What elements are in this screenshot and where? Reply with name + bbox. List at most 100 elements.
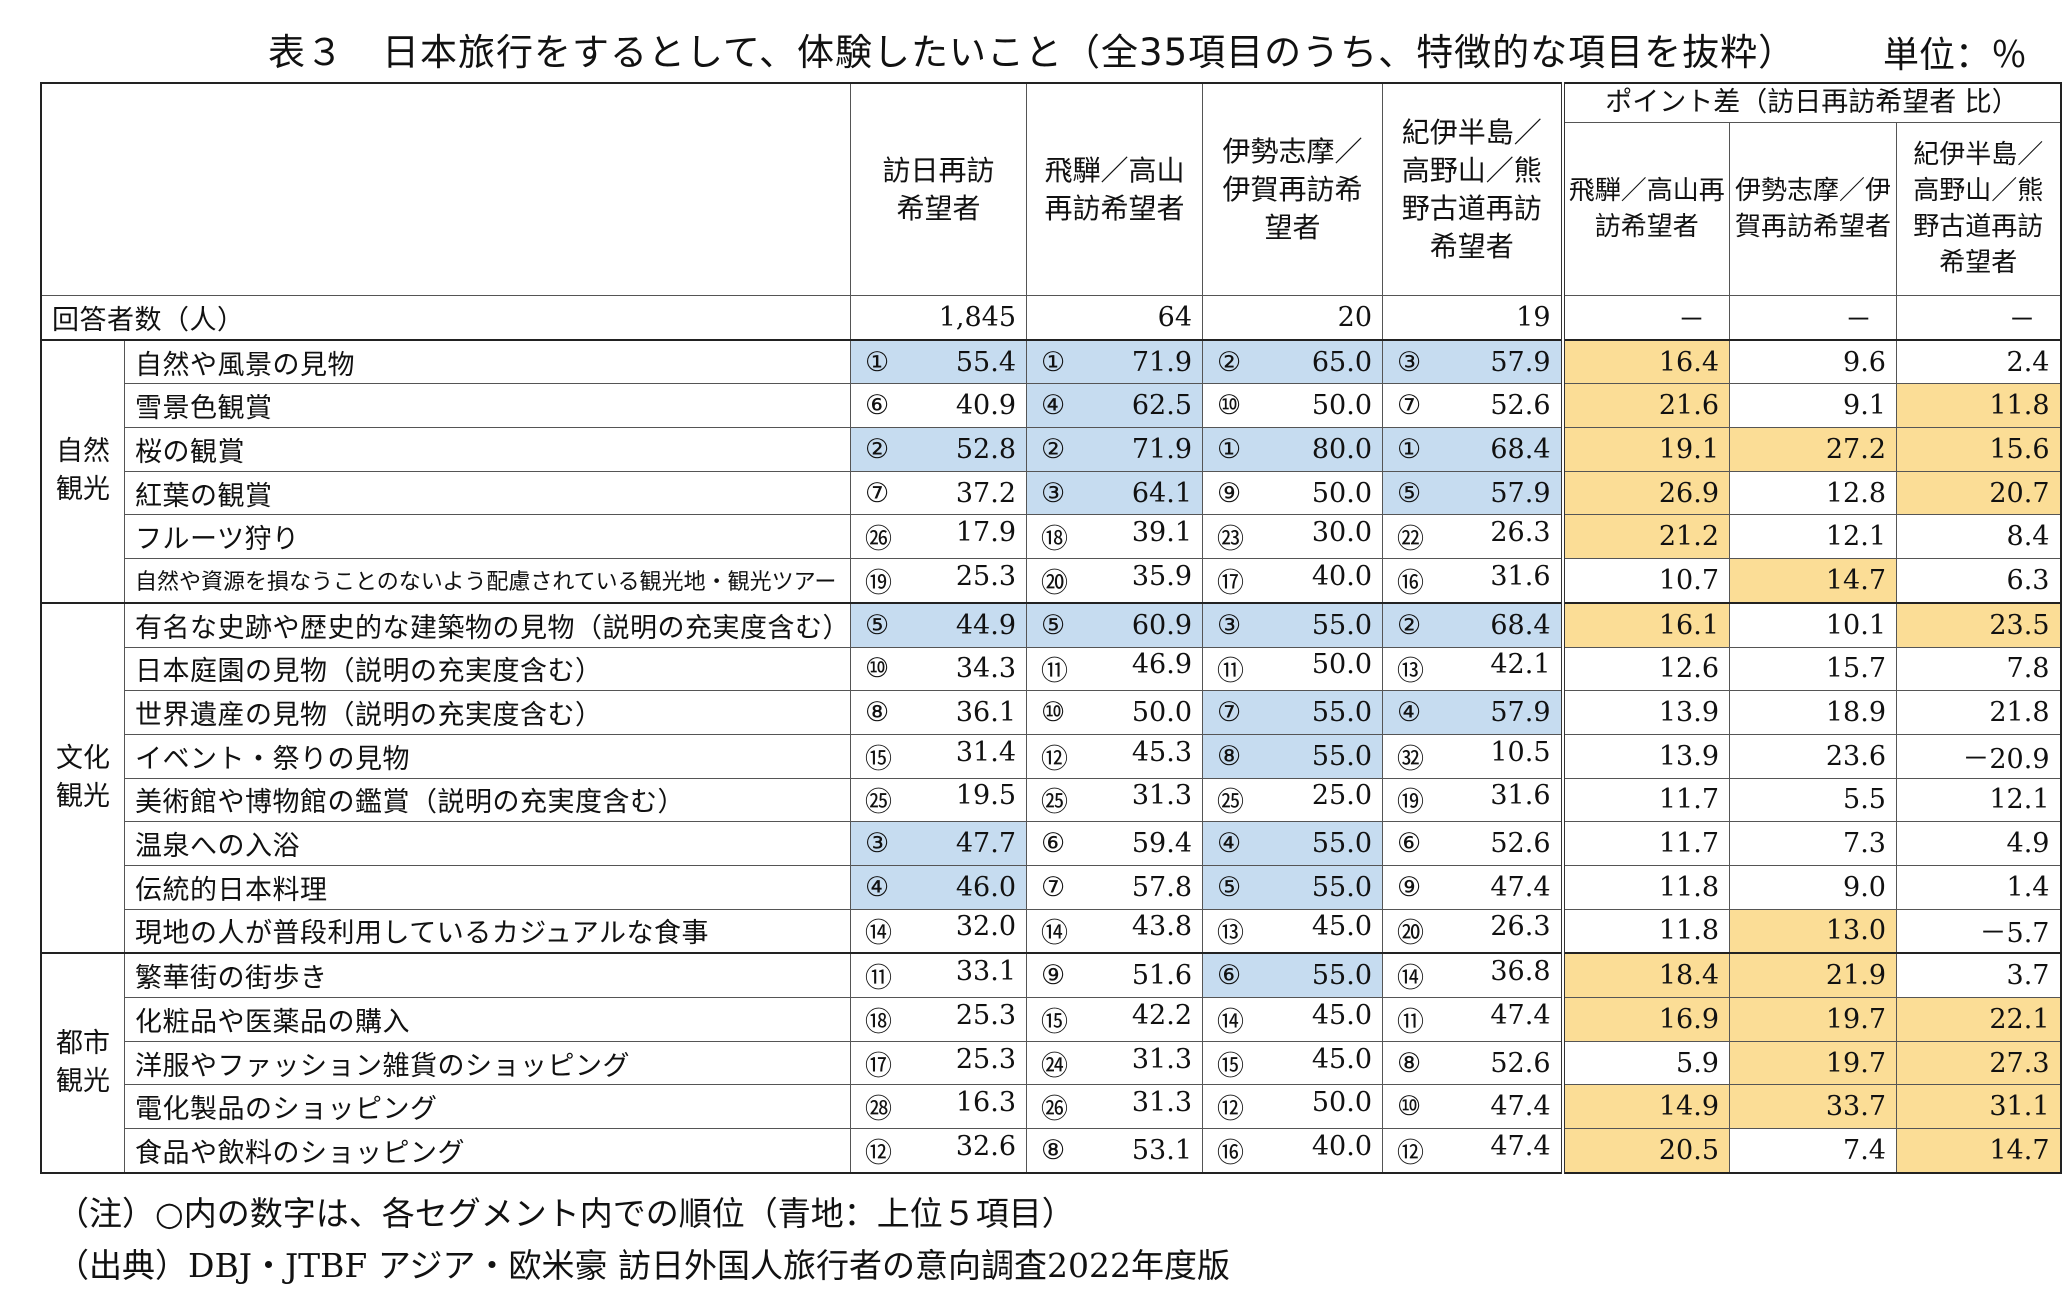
point-diff-cell-p1: 10.7 [1562, 558, 1730, 604]
item-label: 現地の人が普段利用しているカジュアルな食事 [124, 908, 851, 954]
value-cell-c4: ⑤ 57.9 [1382, 470, 1565, 516]
value-cell-c3: ⑤ 55.0 [1202, 864, 1383, 910]
value-cell-c1: ⑱ 25.3 [850, 997, 1027, 1042]
percent-value: 55.0 [1311, 609, 1372, 641]
rank-badge: ㉕ [865, 787, 892, 819]
rank-badge: ⑫ [1217, 1094, 1244, 1126]
percent-value: 55.0 [1311, 740, 1372, 772]
item-label: 電化製品のショッピング [124, 1084, 851, 1130]
value-cell-c1: ⑭ 32.0 [850, 908, 1027, 954]
value-cell-c3: ⑯ 40.0 [1202, 1128, 1383, 1174]
rank-badge: ⑨ [1217, 477, 1242, 509]
value-cell-c2: ㉖ 31.3 [1026, 1084, 1203, 1130]
point-diff-cell-p3: 27.3 [1896, 1040, 2061, 1086]
point-diff-cell-p1: 13.9 [1562, 733, 1730, 779]
point-diff-cell-p3: －20.9 [1896, 733, 2061, 779]
unit-label: 単位：％ [1882, 35, 2027, 76]
rank-badge: ③ [865, 828, 890, 860]
col-header-c3: 伊勢志摩／伊賀再訪希望者 [1202, 82, 1383, 296]
point-diff-cell-p3: 7.8 [1896, 646, 2061, 692]
rank-badge: ⑩ [1397, 1091, 1422, 1123]
percent-value: 31.4 [955, 736, 1016, 768]
point-diff-cell-p3: 22.1 [1896, 997, 2061, 1042]
point-diff-header: ポイント差（訪日再訪希望者 比） [1562, 82, 2061, 123]
point-diff-cell-p2: 7.3 [1729, 821, 1897, 866]
value-cell-c1: ㉕ 19.5 [850, 777, 1027, 823]
value-cell-c4: ⑭ 36.8 [1382, 952, 1565, 999]
percent-value: 52.6 [1490, 1047, 1551, 1079]
rank-badge: ⑩ [1217, 390, 1242, 422]
point-diff-cell-p1: 16.1 [1562, 601, 1730, 648]
value-cell-c2: ⑤ 60.9 [1026, 601, 1203, 648]
source-line: （出典）DBJ・JTBF アジア・欧米豪 訪日外国人旅行者の意向調査2022年度… [56, 1246, 1230, 1285]
rank-badge: ⑥ [1041, 828, 1066, 860]
rank-badge: ⑧ [1217, 740, 1242, 772]
percent-value: 71.9 [1131, 346, 1192, 378]
data-table: 訪日再訪希望者 飛騨／高山再訪希望者 伊勢志摩／伊賀再訪希望者 紀伊半島／高野山… [40, 82, 2062, 1174]
category-label: 自然観光 [40, 338, 125, 604]
value-cell-c1: ⑦ 37.2 [850, 470, 1027, 516]
item-label: 雪景色観賞 [124, 383, 851, 429]
point-diff-cell-p3: 1.4 [1896, 864, 2061, 910]
percent-value: 52.8 [955, 433, 1016, 465]
rank-badge: ① [1217, 433, 1242, 465]
point-diff-cell-p1: 14.9 [1562, 1084, 1730, 1130]
percent-value: 26.3 [1490, 517, 1551, 549]
value-cell-c3: ② 65.0 [1202, 338, 1383, 385]
rank-badge: ⑬ [1217, 918, 1244, 950]
table-row: 自然観光 自然や風景の見物 ① 55.4 ① 71.9 ② 65.0 ③ 57.9 16.4 9.6 2… [40, 338, 2061, 604]
rank-badge: ② [1397, 609, 1422, 641]
point-diff-cell-p3: 31.1 [1896, 1084, 2061, 1130]
value-cell-c1: ⑤ 44.9 [850, 601, 1027, 648]
value-cell-c3: ㉕ 25.0 [1202, 777, 1383, 823]
table-row: 現地の人が普段利用しているカジュアルな食事 ⑭ 32.0 ⑭ 43.8 ⑬ 45.0 ⑳ 26.… [41, 908, 2061, 954]
rank-badge: ⑯ [1217, 1137, 1244, 1169]
item-label: 繁華街の街歩き [124, 952, 851, 999]
value-cell-c4: ⑳ 26.3 [1382, 908, 1565, 954]
rank-badge: ⑤ [865, 609, 890, 641]
value-cell-c1: ⑫ 32.6 [850, 1128, 1027, 1174]
table-row: 食品や飲料のショッピング ⑫ 32.6 ⑧ 53.1 ⑯ 40.0 ⑫ 47.4 20.5 7.4 1… [41, 1128, 2061, 1174]
value-cell-c3: ⑪ 50.0 [1202, 646, 1383, 692]
value-cell-c4: ㉜ 10.5 [1382, 733, 1565, 779]
rank-badge: ㉖ [865, 524, 892, 556]
table-row: 紅葉の観賞 ⑦ 37.2 ③ 64.1 ⑨ 50.0 ⑤ 57.9 26.9 12.8 20.7 [41, 470, 2061, 516]
value-cell-c2: ③ 64.1 [1026, 470, 1203, 516]
percent-value: 35.9 [1131, 560, 1192, 592]
value-cell-c1: ③ 47.7 [850, 821, 1027, 866]
rank-badge: ② [865, 433, 890, 465]
value-cell-c4: ⑬ 42.1 [1382, 646, 1565, 692]
rank-badge: ⑲ [1397, 787, 1424, 819]
value-cell-c4: ⑩ 47.4 [1382, 1084, 1565, 1130]
point-diff-cell-p2: 18.9 [1729, 690, 1897, 735]
percent-value: 52.6 [1490, 828, 1551, 860]
value-cell-c1: ② 52.8 [850, 427, 1027, 472]
percent-value: 10.5 [1490, 736, 1551, 768]
point-diff-cell-p3: 6.3 [1896, 558, 2061, 604]
percent-value: 55.0 [1311, 960, 1372, 992]
item-label: 美術館や博物館の鑑賞（説明の充実度含む） [124, 777, 851, 823]
rank-badge: ⑪ [1041, 656, 1068, 688]
rank-badge: ① [1041, 346, 1066, 378]
value-cell-c1: ⑪ 33.1 [850, 952, 1027, 999]
item-label: 食品や飲料のショッピング [124, 1128, 851, 1174]
table-row: 伝統的日本料理 ④ 46.0 ⑦ 57.8 ⑤ 55.0 ⑨ 47.4 11.8 9.0 1.4 [41, 864, 2061, 910]
rank-badge: ⑦ [1217, 697, 1242, 729]
percent-value: 45.3 [1131, 736, 1192, 768]
percent-value: 39.1 [1131, 517, 1192, 549]
rank-badge: ⑨ [1397, 871, 1422, 903]
table-title: 表３ 日本旅行をするとして、体験したいこと（全35項目のうち、特徴的な項目を抜粋… [268, 31, 1797, 74]
point-diff-cell-p1: 13.9 [1562, 690, 1730, 735]
rank-badge: ⑫ [1041, 743, 1068, 775]
value-cell-c2: ⑭ 43.8 [1026, 908, 1203, 954]
percent-value: 19.5 [955, 780, 1016, 812]
percent-value: 47.4 [1490, 1091, 1551, 1123]
value-cell-c3: ㉓ 30.0 [1202, 514, 1383, 560]
value-cell-c2: ⑮ 42.2 [1026, 997, 1203, 1042]
percent-value: 53.1 [1131, 1134, 1192, 1166]
point-diff-cell-p2: 10.1 [1729, 601, 1897, 648]
table-row: 温泉への入浴 ③ 47.7 ⑥ 59.4 ④ 55.0 ⑥ 52.6 11.7 7.3 4.9 [41, 821, 2061, 866]
percent-value: 45.0 [1311, 911, 1372, 943]
value-cell-c2: ㉔ 31.3 [1026, 1040, 1203, 1086]
table-row: 自然や資源を損なうことのないよう配慮されている観光地・観光ツアー ⑲ 25.3 ⑳ 35… [41, 558, 2061, 604]
